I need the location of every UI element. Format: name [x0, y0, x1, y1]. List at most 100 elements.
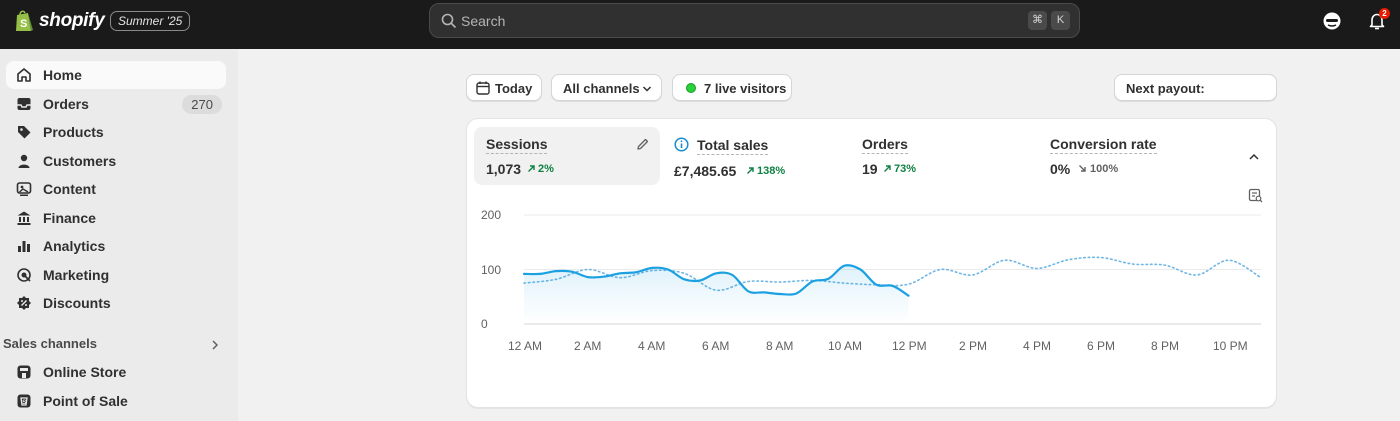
x-tick-label: 2 PM: [959, 339, 988, 353]
svg-text:S: S: [20, 18, 27, 30]
sidebar-item-content[interactable]: Content: [6, 175, 226, 203]
channel-filter-label: All channels: [563, 81, 640, 96]
date-filter-button[interactable]: Today: [466, 74, 542, 101]
y-tick-label: 200: [481, 208, 502, 222]
sidebar-item-products[interactable]: Products: [6, 118, 226, 146]
x-tick-label: 4 PM: [1023, 339, 1052, 353]
store-icon: [17, 365, 31, 379]
brand-name: shopify: [39, 10, 105, 31]
edition-badge[interactable]: Summer '25: [110, 11, 191, 31]
search-icon: [441, 13, 457, 29]
metric-conversion-rate[interactable]: Conversion rate 0% 100%: [1040, 127, 1226, 185]
metric-sessions[interactable]: Sessions 1,073 2%: [474, 127, 660, 185]
series-line-today: [522, 264, 910, 297]
sidebar-item-analytics[interactable]: Analytics: [6, 232, 226, 260]
sidebar-item-label: Marketing: [43, 267, 110, 283]
sidebar-item-label: Content: [43, 181, 96, 197]
arrow-up-right-icon: [747, 167, 754, 174]
discount-icon: [17, 296, 31, 310]
chevron-up-icon[interactable]: [1247, 150, 1261, 164]
next-payout-button[interactable]: Next payout:: [1114, 74, 1277, 101]
metric-value: 1,073: [486, 161, 522, 177]
arrow-down-right-icon: [1079, 165, 1086, 172]
sessions-line-chart: [522, 214, 1262, 325]
shopify-bag-icon: S: [16, 10, 33, 31]
sidebar-item-label: Orders: [43, 96, 89, 112]
sidebar-item-point-of-sale[interactable]: S Point of Sale: [6, 387, 226, 415]
edit-pencil-icon[interactable]: [636, 137, 650, 151]
sidebar-item-customers[interactable]: Customers: [6, 147, 226, 175]
live-visitors-button[interactable]: 7 live visitors: [672, 74, 792, 101]
sales-channels-heading[interactable]: Sales channels: [3, 336, 97, 351]
chevron-right-icon[interactable]: [209, 339, 221, 351]
sidebar: Home Orders 270 Products Customers Conte…: [0, 49, 238, 421]
metric-change: 100%: [1090, 163, 1119, 175]
tag-icon: [18, 126, 31, 139]
next-payout-label: Next payout:: [1126, 81, 1205, 96]
sidebar-item-label: Analytics: [43, 238, 106, 254]
sidebar-item-label: Customers: [43, 153, 117, 169]
x-tick-label: 4 AM: [638, 339, 666, 353]
x-tick-label: 8 PM: [1151, 339, 1180, 353]
target-icon: [17, 268, 31, 282]
metric-title: Orders: [862, 136, 908, 154]
metric-title: Conversion rate: [1050, 136, 1157, 154]
x-tick-label: 6 PM: [1087, 339, 1116, 353]
notification-count-badge: 2: [1379, 8, 1390, 19]
shopify-logo[interactable]: S shopify: [14, 9, 105, 33]
metric-value: 0%: [1050, 161, 1071, 177]
content-icon: [16, 182, 32, 196]
metric-change: 73%: [894, 163, 917, 175]
series-area-today: [524, 265, 909, 324]
sidebar-item-finance[interactable]: Finance: [6, 204, 226, 232]
sidebar-item-orders[interactable]: Orders 270: [6, 90, 226, 118]
live-visitors-label: 7 live visitors: [704, 81, 787, 96]
sidebar-item-label: Home: [43, 67, 82, 83]
sidebar-item-label: Point of Sale: [43, 393, 128, 409]
x-tick-label: 10 PM: [1213, 339, 1248, 353]
inbox-icon: [17, 98, 31, 110]
search-bar[interactable]: ⌘ K: [429, 3, 1080, 38]
sidebar-item-home[interactable]: Home: [6, 61, 226, 89]
sidebar-item-label: Products: [43, 124, 104, 140]
svg-text:S: S: [22, 400, 26, 406]
notifications-bell-icon[interactable]: [1367, 11, 1387, 31]
metric-title: Total sales: [697, 137, 769, 155]
x-tick-label: 8 AM: [766, 339, 794, 353]
sessions-card: Sessions 1,073 2% Total sales £7,485.65 …: [466, 118, 1277, 408]
x-tick-label: 12 PM: [892, 339, 927, 353]
orders-count-badge: 270: [182, 95, 222, 114]
arrow-up-right-icon: [528, 165, 535, 172]
top-bar: S shopify Summer '25 ⌘ K 2: [0, 0, 1400, 49]
metric-value: £7,485.65: [674, 163, 737, 179]
metric-change: 2%: [538, 163, 554, 175]
metric-title: Sessions: [486, 136, 548, 154]
metric-value: 19: [862, 161, 878, 177]
shortcut-k-key: K: [1051, 11, 1070, 30]
sidebar-item-label: Discounts: [43, 295, 111, 311]
sidebar-item-label: Online Store: [43, 364, 127, 380]
sidebar-item-discounts[interactable]: Discounts: [6, 289, 226, 317]
y-tick-label: 100: [481, 263, 502, 277]
metric-orders[interactable]: Orders 19 73%: [852, 127, 1038, 185]
arrow-up-right-icon: [884, 165, 891, 172]
person-icon: [18, 154, 30, 168]
y-tick-label: 0: [481, 317, 488, 331]
chevron-down-icon: [642, 86, 652, 92]
bank-icon: [17, 211, 31, 225]
date-filter-label: Today: [495, 81, 533, 96]
home-icon: [17, 68, 31, 82]
x-tick-label: 10 AM: [828, 339, 863, 353]
channel-filter-button[interactable]: All channels: [551, 74, 662, 101]
calendar-icon: [476, 81, 490, 95]
account-avatar-icon[interactable]: [1322, 11, 1342, 31]
bar-chart-icon: [18, 241, 30, 252]
x-tick-label: 12 AM: [508, 339, 543, 353]
search-input[interactable]: [461, 4, 961, 37]
chart-details-icon[interactable]: [1248, 188, 1263, 203]
sidebar-item-marketing[interactable]: Marketing: [6, 261, 226, 289]
metric-change: 138%: [757, 165, 786, 177]
info-icon[interactable]: [674, 137, 689, 152]
sidebar-item-online-store[interactable]: Online Store: [6, 358, 226, 386]
metric-total-sales[interactable]: Total sales £7,485.65 138%: [664, 127, 850, 185]
